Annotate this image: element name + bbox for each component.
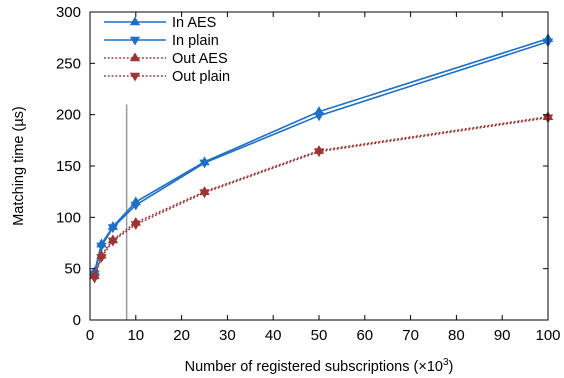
x-tick-label: 80 [448,327,465,344]
y-tick-label: 250 [56,55,81,72]
x-tick-label: 70 [402,327,419,344]
x-tick-label: 10 [127,327,144,344]
series-line [93,115,549,277]
legend-marker [129,36,141,46]
legend-label: Out plain [172,69,230,85]
x-axis-title-main: Number of registered subscriptions (×10 [185,359,443,375]
x-tick-label: 30 [219,327,236,344]
data-point [107,237,119,247]
series-line [93,116,549,279]
legend-marker [129,72,141,82]
y-tick-label: 0 [73,312,81,329]
x-tick-label: 0 [86,327,94,344]
x-tick-label: 50 [311,327,328,344]
data-point [89,274,100,284]
x-axis-title-superscript: 3 [443,357,449,368]
x-axis-title: Number of registered subscriptions (×103… [185,357,454,375]
data-point [96,242,107,252]
axis-ticks: 0 10 20 30 40 50 60 70 80 90 100 0 50 100 150 200 250 300 [56,4,561,344]
y-tick-label: 200 [56,107,81,124]
y-axis-title: Matching time (µs) [11,106,27,226]
y-tick-label: 150 [56,158,81,175]
x-tick-label: 20 [173,327,190,344]
data-point [96,254,107,263]
legend-marker [129,16,141,26]
x-tick-label: 60 [356,327,373,344]
data-point [107,224,119,234]
series-line [93,37,549,272]
x-tick-label: 100 [535,327,560,344]
data-point [130,221,142,231]
series-layer [89,33,554,284]
data-point [313,112,325,122]
legend-label: In AES [172,15,216,31]
data-point [130,201,142,211]
y-tick-label: 300 [56,4,81,21]
y-tick-label: 50 [64,261,81,278]
y-tick-label: 100 [56,209,81,226]
x-axis-title-close: ) [449,359,454,375]
legend-marker [129,52,141,62]
legend: In AES In plain Out AES Out plain [104,15,230,85]
data-point [313,148,325,158]
legend-label: In plain [172,33,219,49]
data-point [199,159,210,169]
data-point [199,189,210,199]
legend-label: Out AES [172,51,228,67]
x-tick-label: 90 [494,327,511,344]
x-tick-label: 40 [265,327,282,344]
